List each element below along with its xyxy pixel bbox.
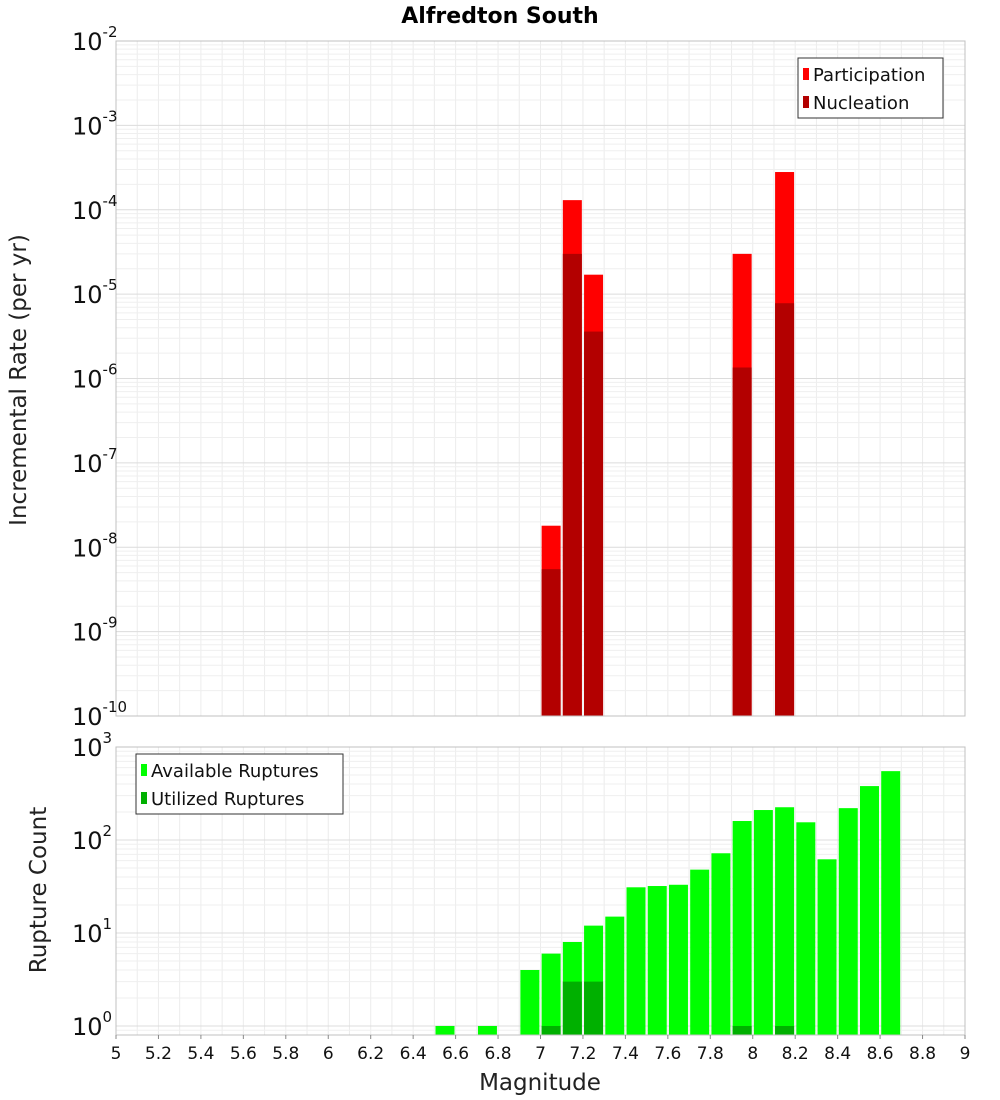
x-tick-label: 5.2 xyxy=(145,1044,172,1064)
bottom-bar xyxy=(817,859,837,1035)
bottom-bar xyxy=(859,786,879,1035)
x-tick-label: 7.2 xyxy=(569,1044,596,1064)
bottom-bar xyxy=(796,822,816,1035)
top-y-tick-label: 10-10 xyxy=(72,698,127,731)
top-y-tick-label: 10-8 xyxy=(72,529,118,562)
bottom-bar xyxy=(838,808,858,1035)
bottom-legend-label: Available Ruptures xyxy=(151,761,319,782)
top-plot-frame xyxy=(115,40,966,717)
bottom-bar xyxy=(881,771,901,1035)
bottom-y-tick-label: 100 xyxy=(72,1008,112,1041)
x-axis-label: Magnitude xyxy=(479,1070,601,1096)
bottom-y-tick-label: 101 xyxy=(72,915,112,948)
bottom-panel-rupture-count: 103 102 101 100 5 5.2 5.4 5.6 5.8 6 6.2 6.4 6.6 6.8 7 7… xyxy=(72,729,970,1064)
bottom-legend-swatch xyxy=(141,764,147,776)
top-y-tick-label: 10-4 xyxy=(72,192,118,225)
x-tick-label: 6.6 xyxy=(442,1044,469,1064)
top-grid xyxy=(115,40,966,717)
x-tick-label: 5 xyxy=(111,1044,122,1064)
x-tick-label: 6.8 xyxy=(485,1044,512,1064)
bottom-bar xyxy=(541,1025,561,1035)
x-tick-label: 9 xyxy=(960,1044,971,1064)
top-y-tick-label: 10-7 xyxy=(72,445,118,478)
bottom-bar xyxy=(711,853,731,1035)
top-y-tick-label: 10-9 xyxy=(72,614,118,647)
top-legend-box xyxy=(797,57,944,119)
x-tick-label: 7.6 xyxy=(654,1044,681,1064)
top-legend-swatch xyxy=(803,96,809,108)
top-bar xyxy=(775,303,795,716)
x-tick-label: 8.8 xyxy=(909,1044,936,1064)
top-y-tick-label: 10-2 xyxy=(72,23,118,56)
bottom-bar xyxy=(753,810,773,1035)
top-bar xyxy=(732,367,752,716)
bottom-bar xyxy=(732,1025,752,1035)
x-tick-label: 8.4 xyxy=(824,1044,851,1064)
top-bar xyxy=(562,253,582,716)
bottom-legend-swatch xyxy=(141,792,147,804)
top-legend-label: Participation xyxy=(813,65,925,86)
top-y-axis-label: Incremental Rate (per yr) xyxy=(6,234,32,526)
bottom-bar xyxy=(477,1025,497,1035)
bottom-bar xyxy=(626,887,646,1035)
bottom-bar xyxy=(562,981,582,1035)
top-y-tick-label: 10-3 xyxy=(72,107,118,140)
bottom-bar xyxy=(435,1025,455,1035)
bottom-bar xyxy=(541,953,561,1035)
bottom-bar xyxy=(647,886,667,1035)
x-tick-label: 8 xyxy=(747,1044,758,1064)
bottom-bar xyxy=(605,916,625,1035)
bottom-legend: Available Ruptures Utilized Ruptures xyxy=(135,753,344,815)
bottom-series-2 xyxy=(541,981,795,1035)
bottom-bar xyxy=(732,821,752,1035)
top-y-tick-label: 10-6 xyxy=(72,361,118,394)
bottom-y-tick-label: 103 xyxy=(72,729,112,762)
top-legend-label: Nucleation xyxy=(813,93,909,114)
x-tick-label: 7 xyxy=(535,1044,546,1064)
x-tick-label: 8.6 xyxy=(867,1044,894,1064)
top-legend: Participation Nucleation xyxy=(797,57,944,119)
bottom-bar xyxy=(584,981,604,1035)
top-bar xyxy=(541,569,561,716)
x-tick-label: 5.8 xyxy=(272,1044,299,1064)
top-panel-incremental-rate: 10-2 10-3 10-4 10-5 10-6 10-7 10-8 10-9 10-10 Par… xyxy=(72,23,966,731)
top-bar xyxy=(584,331,604,716)
x-tick-label: 7.8 xyxy=(697,1044,724,1064)
x-tick-label: 7.4 xyxy=(612,1044,639,1064)
top-legend-swatch xyxy=(803,68,809,80)
bottom-bar xyxy=(520,969,540,1035)
top-series-2 xyxy=(541,253,795,716)
bottom-bar xyxy=(775,807,795,1035)
x-tick-label: 5.4 xyxy=(187,1044,214,1064)
bottom-bar xyxy=(775,1025,795,1035)
bottom-y-axis-label: Rupture Count xyxy=(26,807,52,973)
x-tick-label: 6.2 xyxy=(357,1044,384,1064)
bottom-legend-box xyxy=(135,753,344,815)
bottom-legend-label: Utilized Ruptures xyxy=(151,789,304,810)
x-tick-label: 6 xyxy=(323,1044,334,1064)
x-tick-label: 6.4 xyxy=(400,1044,427,1064)
chart-title: Alfredton South xyxy=(401,4,598,29)
bottom-y-tick-label: 102 xyxy=(72,822,112,855)
x-tick-label: 5.6 xyxy=(230,1044,257,1064)
x-tick-label: 8.2 xyxy=(782,1044,809,1064)
bottom-bar xyxy=(668,884,688,1035)
top-y-tick-label: 10-5 xyxy=(72,276,118,309)
bottom-bar xyxy=(690,869,710,1035)
